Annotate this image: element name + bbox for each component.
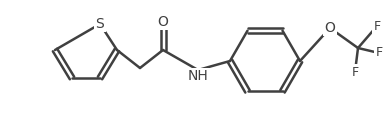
Text: O: O — [157, 15, 168, 29]
Text: NH: NH — [188, 69, 208, 83]
Text: F: F — [351, 66, 359, 78]
Text: O: O — [325, 21, 335, 35]
Text: F: F — [373, 20, 381, 32]
Text: S: S — [96, 17, 104, 31]
Text: F: F — [376, 46, 383, 60]
